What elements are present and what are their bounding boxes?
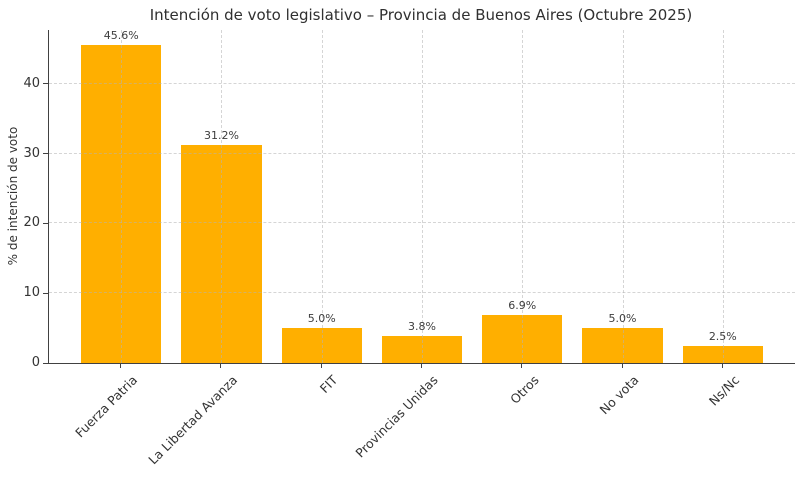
x-tick-mark (320, 364, 322, 368)
x-tick-label: Otros (506, 372, 542, 407)
x-tick-mark (220, 364, 222, 368)
x-tick-mark (521, 364, 523, 368)
x-tick-mark (721, 364, 723, 368)
x-tick-label: No vota (596, 372, 642, 418)
x-tick-label: FIT (316, 372, 341, 396)
bar (181, 145, 262, 363)
v-gridline (522, 30, 524, 363)
bar-value-label: 2.5% (708, 329, 737, 343)
y-tick-mark (43, 153, 48, 155)
bar-value-label: 3.8% (408, 320, 436, 334)
chart-title: Intención de voto legislativo – Provinci… (149, 6, 693, 24)
bar-value-label: 6.9% (508, 298, 537, 312)
v-gridline (422, 30, 423, 363)
bar (381, 336, 463, 363)
bar (582, 328, 663, 363)
x-tick-mark (621, 364, 623, 368)
x-tick-label: La Libertad Avanza (145, 372, 241, 468)
bar (482, 314, 563, 363)
y-tick-label: 20 (23, 215, 40, 231)
y-tick-mark (43, 292, 48, 294)
bar (682, 345, 763, 363)
y-tick-mark (43, 222, 48, 224)
x-tick-mark (120, 364, 122, 368)
bar (281, 328, 362, 363)
bar-value-label: 5.0% (608, 312, 637, 326)
x-tick-label: Fuerza Patria (72, 372, 141, 441)
y-tick-label: 0 (31, 355, 40, 370)
x-tick-label: Provincias Unidas (352, 372, 441, 461)
v-gridline (321, 30, 323, 363)
y-tick-label: 40 (23, 75, 40, 91)
v-gridline (221, 30, 223, 363)
bar (81, 44, 162, 363)
v-gridline (722, 30, 724, 363)
x-tick-mark (421, 364, 422, 368)
v-gridline (622, 30, 624, 363)
y-tick-label: 30 (23, 145, 40, 161)
y-tick-mark (43, 362, 48, 364)
y-axis-label: % de intención de voto (6, 126, 20, 266)
x-tick-label: Ns/Nc (705, 372, 742, 409)
bar-value-label: 31.2% (203, 129, 239, 143)
y-tick-label: 10 (23, 285, 40, 301)
plot-area: 45.6% 31.2% 5.0% 3.8% 6.9% 5.0% 2.5% (48, 28, 795, 364)
y-tick-mark (43, 83, 48, 85)
bar-value-label: 5.0% (307, 312, 336, 326)
v-gridline (121, 30, 123, 363)
bar-value-label: 45.6% (103, 28, 139, 42)
